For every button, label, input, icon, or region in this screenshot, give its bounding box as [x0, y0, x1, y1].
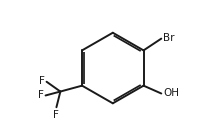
Text: Br: Br — [163, 33, 175, 43]
Text: OH: OH — [163, 88, 179, 99]
Text: F: F — [39, 76, 45, 86]
Text: F: F — [53, 110, 59, 120]
Text: F: F — [38, 90, 44, 100]
